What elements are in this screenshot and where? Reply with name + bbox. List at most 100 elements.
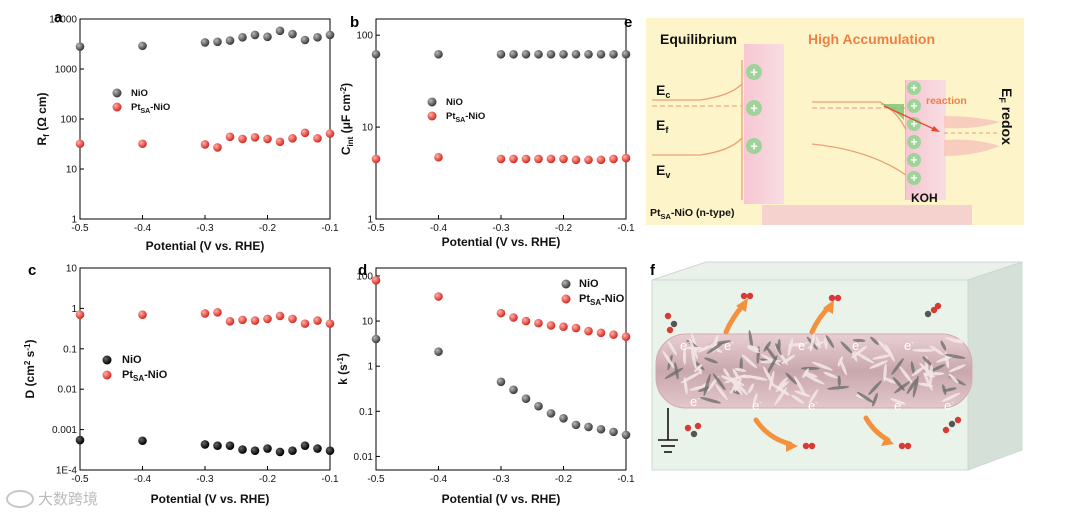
flake bbox=[762, 366, 774, 386]
y-tick-label: 1 bbox=[367, 362, 373, 373]
x-tick-label: -0.5 bbox=[71, 223, 89, 234]
flake bbox=[664, 367, 684, 379]
data-point-pt-sa-nio bbox=[238, 315, 247, 325]
data-point-pt-sa-nio bbox=[546, 154, 556, 164]
flake bbox=[747, 344, 760, 351]
y-tick-label: 100 bbox=[356, 271, 373, 282]
y-tick-label: 1 bbox=[71, 215, 77, 226]
x-tick-label: -0.1 bbox=[321, 474, 339, 485]
legend-label-pt: PtSA-NiO bbox=[131, 102, 170, 115]
y-tick-label: 10000 bbox=[49, 15, 77, 26]
y-tick-label: 1 bbox=[367, 215, 373, 226]
flake bbox=[891, 358, 904, 376]
flake bbox=[910, 361, 915, 375]
data-point-pt-sa-nio bbox=[325, 129, 335, 138]
flake bbox=[720, 375, 735, 382]
data-point-pt-sa-nio bbox=[496, 308, 506, 318]
flake bbox=[839, 359, 847, 376]
data-point-nio bbox=[371, 334, 381, 344]
svg-text:+: + bbox=[750, 139, 758, 154]
molecule-icon bbox=[898, 442, 912, 450]
data-point-pt-sa-nio bbox=[275, 311, 285, 321]
y-tick-label: 10 bbox=[66, 165, 78, 176]
data-point-pt-sa-nio bbox=[609, 330, 618, 339]
flake bbox=[906, 378, 918, 395]
panel-label-b: b bbox=[350, 14, 359, 31]
koh-label: KOH bbox=[911, 191, 938, 205]
data-point-nio bbox=[313, 444, 322, 453]
molecule-icon bbox=[924, 302, 942, 318]
plot-frame-b bbox=[375, 18, 627, 220]
flake bbox=[890, 398, 906, 405]
data-points-c bbox=[75, 308, 335, 457]
svg-text:e-: e- bbox=[724, 338, 734, 353]
legend-b: NiO PtSA-NiO bbox=[427, 97, 485, 124]
redox-distribution-lower bbox=[944, 139, 1000, 156]
panel-label-d: d bbox=[358, 262, 367, 279]
flake bbox=[689, 385, 705, 391]
flake bbox=[852, 338, 866, 343]
watermark-logo-icon bbox=[6, 489, 34, 508]
svg-text:e-: e- bbox=[894, 398, 904, 413]
panel-e-band-diagram: e Equilibrium High Accumulation Ec Ef Ev… bbox=[624, 14, 1024, 225]
data-point-nio bbox=[300, 441, 310, 450]
redox-potential-label: EF redox bbox=[997, 88, 1015, 145]
data-point-nio bbox=[584, 422, 593, 432]
flake bbox=[868, 380, 882, 396]
flake bbox=[734, 377, 742, 392]
flake bbox=[851, 345, 868, 359]
data-point-pt-sa-nio bbox=[609, 154, 618, 164]
data-point-pt-sa-nio bbox=[225, 132, 235, 142]
data-point-pt-sa-nio bbox=[571, 155, 581, 165]
svg-text:+: + bbox=[910, 99, 917, 113]
x-tick-label: -0.2 bbox=[555, 474, 573, 485]
molecule-icon bbox=[828, 294, 842, 302]
data-point-pt-sa-nio bbox=[534, 154, 543, 164]
legend-marker-nio bbox=[102, 355, 112, 365]
svg-text:e-: e- bbox=[904, 338, 914, 353]
flake bbox=[674, 362, 679, 380]
svg-text:+: + bbox=[910, 81, 917, 95]
data-point-nio bbox=[521, 49, 531, 59]
flake bbox=[778, 377, 788, 388]
axis-ticks-c: -0.5 -0.4 -0.3 -0.2 -0.1 1E-4 0.001 0.01 0.1 1 10 bbox=[52, 264, 339, 486]
data-point-nio bbox=[509, 385, 518, 395]
gas-molecules bbox=[664, 292, 962, 450]
data-point-nio bbox=[250, 30, 260, 40]
legend-marker-pt bbox=[561, 294, 571, 304]
data-point-pt-sa-nio bbox=[325, 319, 335, 328]
x-axis-label-c: Potential (V vs. RHE) bbox=[151, 492, 270, 506]
y-axis-label-b: Cint (μF cm-2) bbox=[339, 83, 355, 155]
data-point-nio bbox=[75, 42, 85, 51]
flake bbox=[815, 336, 821, 349]
data-point-pt-sa-nio bbox=[313, 316, 322, 325]
data-point-nio bbox=[596, 49, 606, 59]
legend-label-nio: NiO bbox=[122, 354, 142, 366]
flake bbox=[911, 366, 925, 377]
flake bbox=[785, 372, 798, 385]
flake bbox=[930, 364, 946, 372]
panel-label-c: c bbox=[28, 262, 36, 279]
flake bbox=[826, 385, 850, 390]
nanorod-flakes bbox=[662, 330, 967, 407]
svg-text:e-: e- bbox=[752, 398, 762, 413]
flake bbox=[894, 381, 911, 394]
y-axis-label-c: D (cm2 s-1) bbox=[23, 340, 37, 399]
data-point-nio bbox=[621, 49, 631, 59]
data-point-pt-sa-nio bbox=[263, 314, 272, 324]
data-point-nio bbox=[200, 440, 210, 449]
data-point-pt-sa-nio bbox=[496, 154, 506, 164]
data-point-nio bbox=[313, 33, 322, 42]
data-point-nio bbox=[288, 446, 297, 456]
data-point-pt-sa-nio bbox=[596, 155, 606, 165]
svg-text:+: + bbox=[750, 65, 758, 80]
x-tick-label: -0.4 bbox=[430, 223, 448, 234]
flake bbox=[869, 360, 888, 369]
y-tick-label: 0.01 bbox=[354, 452, 374, 463]
data-point-pt-sa-nio bbox=[250, 316, 260, 325]
positive-charges-right: + + + + + + bbox=[907, 81, 921, 185]
legend-c: NiO PtSA-NiO bbox=[102, 354, 168, 383]
data-point-nio bbox=[559, 413, 568, 423]
svg-text:e-: e- bbox=[944, 398, 954, 413]
